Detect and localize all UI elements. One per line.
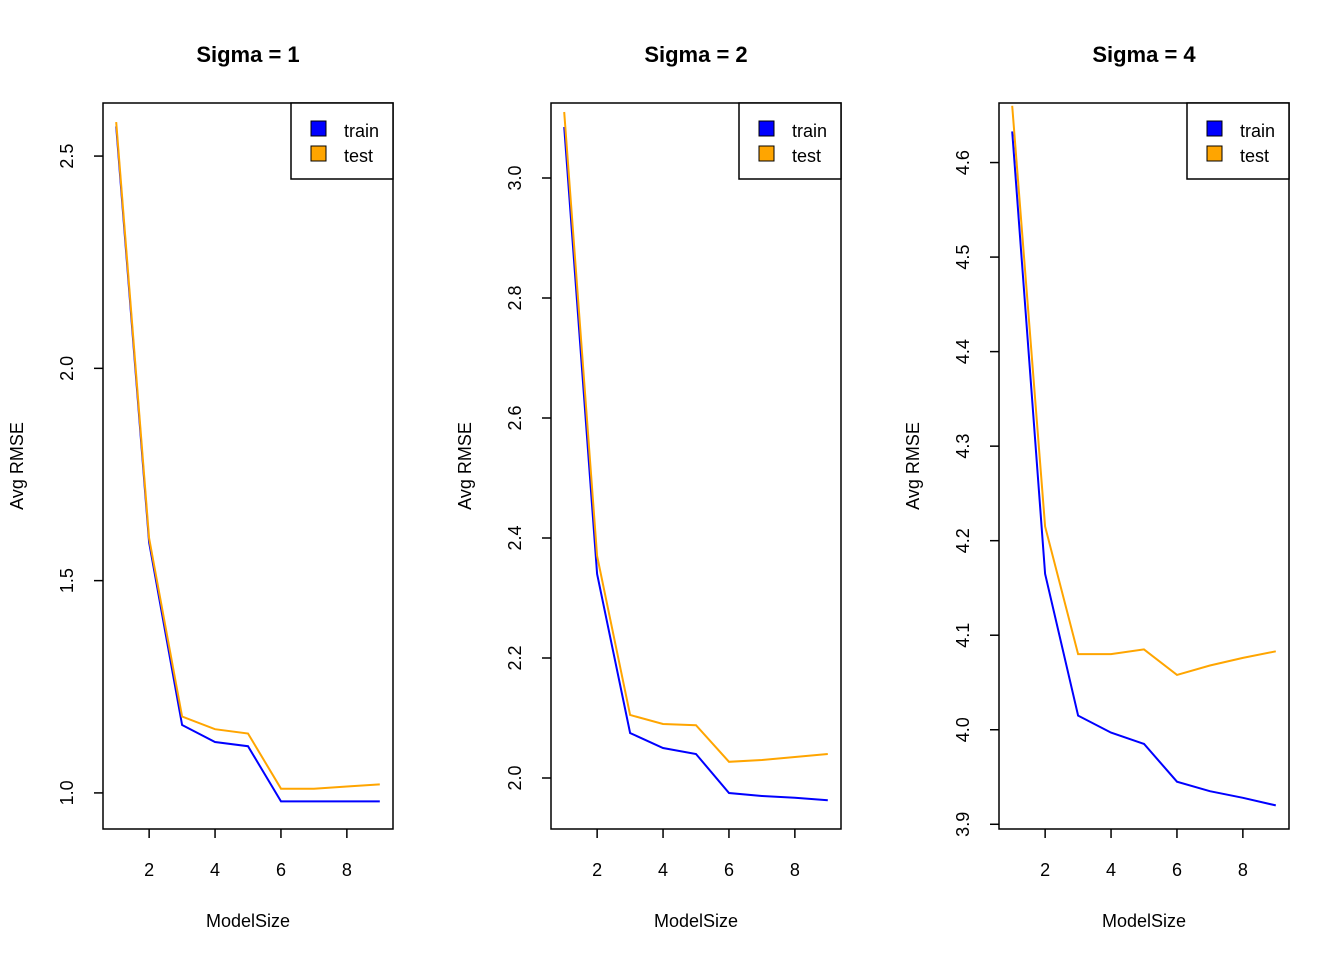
y-tick-label: 4.0 bbox=[953, 717, 973, 742]
panel-sigma-1: Sigma = 1 ModelSize Avg RMSE 2 4 6 81.01.52… bbox=[7, 42, 394, 931]
legend-box bbox=[738, 102, 842, 180]
series-line-test bbox=[1011, 105, 1276, 677]
x-tick-label: 2 bbox=[1040, 860, 1050, 880]
series-line-train bbox=[1011, 131, 1277, 807]
x-tick-label: 4 bbox=[210, 860, 220, 880]
legend-swatch-train bbox=[758, 120, 775, 137]
panel-sigma-4: Sigma = 4 ModelSize Avg RMSE 2 4 6 8 3.9 4.0 4… bbox=[903, 42, 1290, 931]
plot-marks: 2 4 6 8 1.0 1.5 2.0 2.5 bbox=[57, 122, 380, 880]
x-tick-label: 8 bbox=[342, 860, 352, 880]
x-tick-label: 4 bbox=[1106, 860, 1116, 880]
legend-box bbox=[1186, 102, 1290, 180]
legend-label-train: train bbox=[792, 121, 827, 141]
x-tick-label: 8 bbox=[790, 860, 800, 880]
y-axis-label: Avg RMSE bbox=[7, 422, 27, 510]
legend-swatch-test bbox=[310, 145, 327, 162]
y-tick-label: 4.5 bbox=[953, 245, 973, 270]
y-tick-label: 3.0 bbox=[505, 165, 525, 190]
series-line-test bbox=[563, 111, 828, 763]
y-axis-label: Avg RMSE bbox=[903, 422, 923, 510]
plot-marks: 2 4 6 8 3.9 4.0 4.1 4.2 4.3 4.4 4.5 4.6 bbox=[953, 105, 1277, 880]
plot-frame bbox=[102, 102, 394, 830]
y-tick-label: 2.8 bbox=[505, 285, 525, 310]
legend-label-train: train bbox=[1240, 121, 1275, 141]
y-tick-label: 1.0 bbox=[57, 780, 77, 805]
plot-frame bbox=[550, 102, 842, 830]
plot-marks: 2 4 6 8 2.0 2.2 2.4 2.6 2.8 3.0 bbox=[505, 111, 828, 880]
y-tick-label: 4.1 bbox=[953, 623, 973, 648]
y-tick-label: 3.9 bbox=[953, 812, 973, 837]
y-axis-label: Avg RMSE bbox=[455, 422, 475, 510]
x-tick-label: 6 bbox=[1172, 860, 1182, 880]
x-tick-label: 4 bbox=[658, 860, 668, 880]
legend-label-train: train bbox=[344, 121, 379, 141]
x-tick-label: 8 bbox=[1238, 860, 1248, 880]
legend-label-test: test bbox=[344, 146, 373, 166]
y-tick-label: 1.5 bbox=[57, 568, 77, 593]
y-tick-label: 2.2 bbox=[505, 645, 525, 670]
legend-swatch-train bbox=[1206, 120, 1223, 137]
y-tick-label: 2.4 bbox=[505, 525, 525, 550]
legend-label-test: test bbox=[1240, 146, 1269, 166]
panel-title: Sigma = 4 bbox=[1092, 42, 1196, 67]
x-tick-label: 2 bbox=[592, 860, 602, 880]
plot-frame bbox=[998, 102, 1290, 830]
y-tick-label: 4.3 bbox=[953, 434, 973, 459]
x-axis-label: ModelSize bbox=[1102, 911, 1186, 931]
y-tick-label: 4.4 bbox=[953, 339, 973, 364]
x-tick-label: 6 bbox=[276, 860, 286, 880]
series-line-train bbox=[115, 126, 380, 803]
panel-title: Sigma = 2 bbox=[644, 42, 747, 67]
x-tick-label: 6 bbox=[724, 860, 734, 880]
y-tick-label: 2.6 bbox=[505, 405, 525, 430]
y-tick-label: 2.0 bbox=[57, 356, 77, 381]
y-tick-label: 4.2 bbox=[953, 528, 973, 553]
legend-box bbox=[290, 102, 394, 180]
legend-swatch-train bbox=[310, 120, 327, 137]
legend: train test bbox=[290, 102, 394, 180]
y-tick-label: 2.5 bbox=[57, 144, 77, 169]
legend-swatch-test bbox=[758, 145, 775, 162]
panel-title: Sigma = 1 bbox=[196, 42, 299, 67]
x-axis-label: ModelSize bbox=[206, 911, 290, 931]
series-line-train bbox=[563, 126, 828, 802]
legend: train test bbox=[1186, 102, 1290, 180]
panel-sigma-2: Sigma = 2 ModelSize Avg RMSE 2 4 6 82.02.22… bbox=[455, 42, 842, 931]
series-line-test bbox=[115, 122, 380, 790]
x-tick-label: 2 bbox=[144, 860, 154, 880]
y-tick-label: 2.0 bbox=[505, 765, 525, 790]
legend: train test bbox=[738, 102, 842, 180]
x-axis-label: ModelSize bbox=[654, 911, 738, 931]
y-tick-label: 4.6 bbox=[953, 150, 973, 175]
legend-label-test: test bbox=[792, 146, 821, 166]
legend-swatch-test bbox=[1206, 145, 1223, 162]
